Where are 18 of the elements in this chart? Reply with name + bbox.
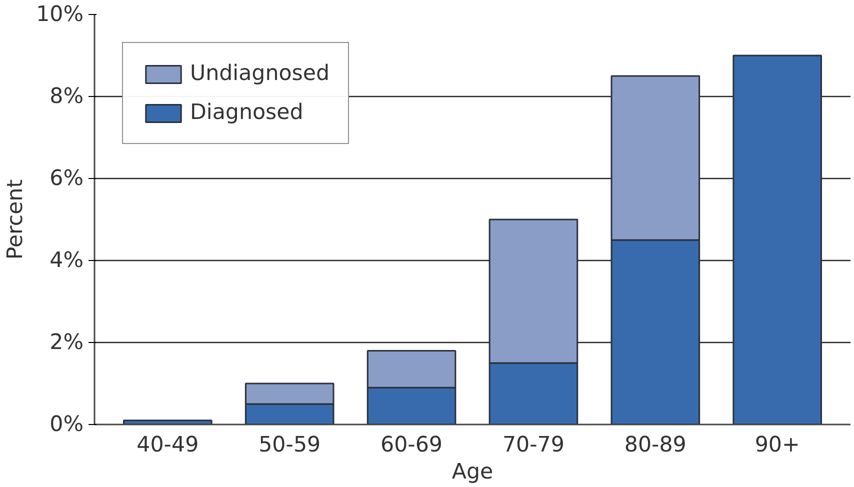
y-tick-label: 2% bbox=[50, 330, 84, 355]
x-tick-label: 80-89 bbox=[624, 432, 686, 458]
x-tick-label: 70-79 bbox=[502, 432, 564, 458]
y-tick-label: 0% bbox=[50, 412, 84, 437]
x-tick-label: 50-59 bbox=[258, 432, 321, 458]
y-axis-title: Percent bbox=[3, 179, 28, 260]
x-axis-title: Age bbox=[452, 460, 494, 484]
bar bbox=[123, 420, 212, 424]
legend-label: Undiagnosed bbox=[190, 61, 330, 86]
x-tick-label: 60-69 bbox=[380, 432, 443, 458]
y-tick-label: 10% bbox=[36, 2, 84, 27]
x-tick-label: 40-49 bbox=[136, 432, 199, 458]
y-tick-label: 6% bbox=[50, 166, 84, 191]
x-tick-label: 90+ bbox=[754, 432, 800, 458]
bar bbox=[732, 54, 822, 424]
y-tick-label: 8% bbox=[50, 84, 84, 109]
y-tick-label: 4% bbox=[50, 248, 84, 273]
legend-label: Diagnosed bbox=[190, 100, 304, 125]
